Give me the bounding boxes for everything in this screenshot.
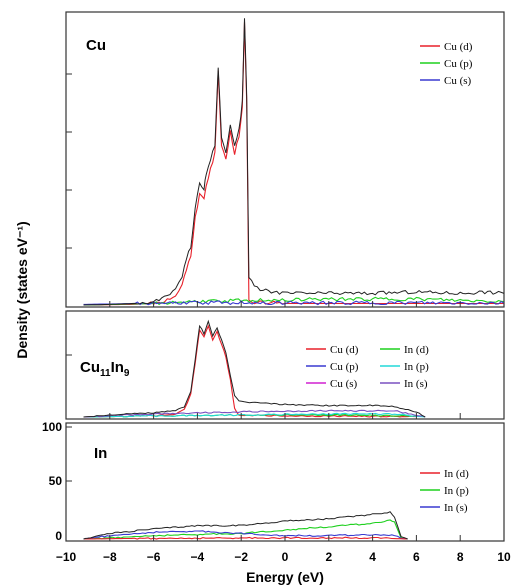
xtick-label: 4 — [369, 550, 376, 564]
x-axis-ticks: −10 −8 −6 −4 −2 0 2 4 6 8 10 — [56, 301, 511, 564]
panel-cu-yticks — [66, 73, 72, 249]
legend-mid-in-d: In (d) — [404, 344, 429, 356]
y-axis-title: Density (states eV⁻¹) — [14, 221, 30, 358]
xtick-label: −10 — [56, 550, 77, 564]
panel-cu11in9-label-cu: Cu — [80, 359, 100, 376]
series-cu11in9-total — [83, 319, 426, 418]
panel-cu-legend: Cu (d) Cu (p) Cu (s) — [420, 41, 473, 87]
legend-mid-in-p: In (p) — [404, 361, 429, 373]
xtick-label: 2 — [325, 550, 332, 564]
series-cu11in9-cu-d — [83, 324, 417, 418]
xtick-label: 6 — [413, 550, 420, 564]
series-in-in-s — [83, 530, 408, 540]
panel-in-frame — [65, 422, 505, 542]
panel-cu11in9-label-sub2: 9 — [124, 368, 130, 379]
series-in-in-d — [83, 536, 408, 540]
xtick-label: −8 — [103, 550, 117, 564]
legend-cu-p: Cu (p) — [444, 58, 473, 70]
series-in-in-p — [83, 519, 408, 540]
xtick-label: 0 — [282, 550, 289, 564]
series-cu-cu-d — [83, 22, 504, 306]
ytick-0: 0 — [55, 529, 62, 543]
panel-cu11in9-legend: Cu (d) Cu (p) Cu (s) In (d) In (p) In (s… — [306, 344, 429, 390]
x-axis-title: Energy (eV) — [246, 569, 324, 585]
panel-cu11in9-label: Cu11In9 — [80, 359, 130, 379]
panel-cu11in9-label-in: In — [111, 359, 124, 376]
panel-cu11in9-frame — [65, 310, 505, 420]
panel-cu-frame — [65, 11, 505, 308]
legend-in-s: In (s) — [444, 502, 468, 514]
series-cu-cu-p — [83, 296, 505, 306]
legend-mid-in-s: In (s) — [404, 378, 428, 390]
panel-cu11in9-label-sub1: 11 — [100, 368, 111, 379]
series-cu-total — [83, 18, 505, 306]
series-cu11in9-in-s — [83, 409, 426, 418]
ytick-50: 50 — [49, 474, 63, 488]
series-cu11in9-in-p — [83, 412, 426, 418]
curves — [83, 18, 505, 540]
xtick-label: 10 — [497, 550, 511, 564]
legend-mid-cu-p: Cu (p) — [330, 361, 359, 373]
legend-mid-cu-s: Cu (s) — [330, 378, 358, 390]
panel-in-yticks: 100 50 0 — [42, 420, 72, 543]
legend-in-d: In (d) — [444, 468, 469, 480]
legend-cu-d: Cu (d) — [444, 41, 473, 53]
legend-mid-cu-d: Cu (d) — [330, 344, 359, 356]
xtick-label: −2 — [234, 550, 248, 564]
xtick-label: 8 — [457, 550, 464, 564]
xtick-label: −6 — [147, 550, 161, 564]
series-cu-cu-s — [83, 300, 505, 306]
legend-in-p: In (p) — [444, 485, 469, 497]
legend-cu-s: Cu (s) — [444, 75, 472, 87]
panel-in-legend: In (d) In (p) In (s) — [420, 468, 469, 514]
ytick-100: 100 — [42, 420, 62, 434]
xtick-label: −4 — [191, 550, 205, 564]
panel-in-label: In — [94, 445, 107, 462]
panel-cu-label: Cu — [86, 37, 106, 54]
series-in-total — [83, 511, 408, 540]
